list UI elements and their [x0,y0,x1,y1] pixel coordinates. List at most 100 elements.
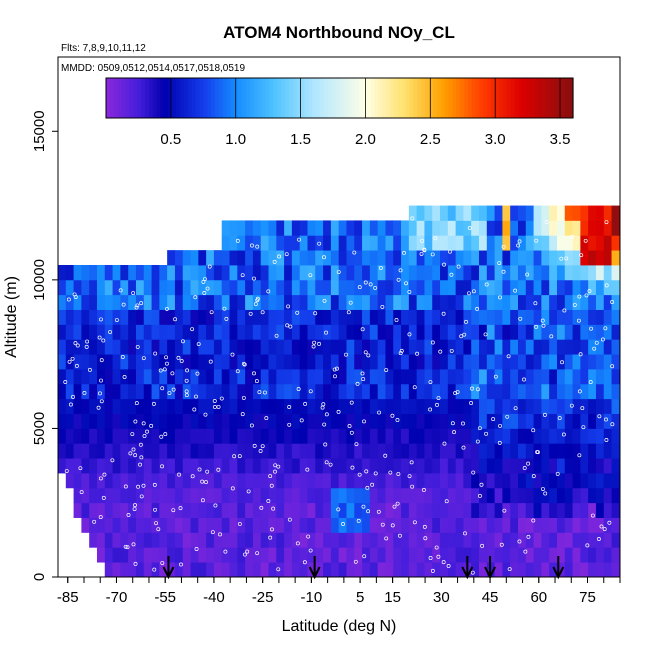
heatmap-cell [120,265,129,281]
heatmap-cell [354,369,363,385]
heatmap-cell [619,265,620,281]
colorbar-segment [561,78,566,118]
heatmap-cell [556,443,566,459]
sample-point [101,495,106,500]
heatmap-cell [229,443,238,459]
heatmap-cell [619,324,620,340]
heatmap-cell [307,279,316,296]
heatmap-cell [354,458,363,474]
heatmap-cell [393,428,402,444]
heatmap-cell [245,354,254,370]
heatmap-cell [174,250,184,266]
sample-point [297,237,301,242]
heatmap-cell [237,532,246,548]
heatmap-cell [603,517,612,533]
colorbar-segment [409,78,415,118]
heatmap-cell [299,309,308,325]
heatmap-cell [81,398,90,414]
heatmap-cell [96,517,106,533]
heatmap-cell [206,487,215,504]
sample-point [480,543,485,548]
sample-point [273,463,278,468]
heatmap-cell [182,547,191,563]
heatmap-cell [440,517,449,533]
heatmap-cell [221,458,230,474]
heatmap-cell [471,562,480,577]
heatmap-cell [307,339,316,355]
heatmap-cell [284,309,293,325]
sample-point [202,291,207,295]
heatmap-cell [229,458,238,474]
heatmap-cell [447,205,457,221]
heatmap-cell [502,383,511,400]
heatmap-cell [260,428,269,444]
heatmap-cell [525,279,534,296]
heatmap-cell [315,517,324,533]
sample-point [184,389,189,394]
heatmap-cell [252,265,262,281]
heatmap-cell [81,369,90,385]
sample-point [469,401,474,405]
heatmap-cell [362,547,371,563]
sample-point [200,479,205,484]
heatmap-cell [510,502,519,518]
sample-point [131,542,136,547]
heatmap-cell [245,473,254,489]
heatmap-cell [486,205,496,221]
colorbar-segment [164,78,169,118]
heatmap-cell [245,294,254,310]
sample-point [205,286,210,291]
heatmap-cell [401,309,410,325]
heatmap-cell [549,279,558,296]
heatmap-cell [502,517,511,533]
heatmap-cell [362,294,371,310]
heatmap-cell [564,562,573,577]
heatmap-cell [252,383,262,400]
heatmap-cell [213,487,223,504]
sample-point [219,396,224,401]
heatmap-cell [120,324,129,340]
sample-point [533,301,538,306]
heatmap-cell [190,339,199,355]
heatmap-cell [486,547,496,563]
heatmap-cell [408,562,418,577]
heatmap-cell [479,220,488,236]
x-tick-label: 5 [356,589,364,606]
heatmap-cell [268,562,277,577]
sample-point [407,474,412,479]
heatmap-cell [206,279,215,296]
heatmap-cell [510,265,519,281]
heatmap-cell [619,502,620,518]
heatmap-cell [190,487,199,504]
colorbar-segment [343,78,348,118]
heatmap-cell [174,443,184,459]
heatmap-cell [510,205,519,221]
heatmap-cell [299,279,308,296]
heatmap-cell [128,413,137,429]
heatmap-cell [65,473,74,489]
heatmap-cell [268,443,277,459]
heatmap-cell [619,279,620,296]
sample-point [252,371,256,376]
heatmap-cell [268,354,277,370]
heatmap-cell [580,502,589,518]
heatmap-cell [362,443,371,459]
heatmap-cell [291,458,301,474]
sample-point [376,509,381,514]
heatmap-cell [104,532,113,548]
heatmap-cell [291,428,301,444]
heatmap-cell [447,458,457,474]
heatmap-cell [447,324,457,340]
heatmap-cell [112,294,121,310]
sample-point [78,466,83,471]
heatmap-cell [151,383,160,400]
heatmap-cell [471,383,480,400]
heatmap-cell [588,205,597,221]
heatmap-cell [525,502,534,518]
heatmap-cell [237,369,246,385]
heatmap-cell [276,279,285,296]
heatmap-cell [471,220,480,236]
heatmap-cell [81,428,90,444]
heatmap-cell [284,532,293,548]
